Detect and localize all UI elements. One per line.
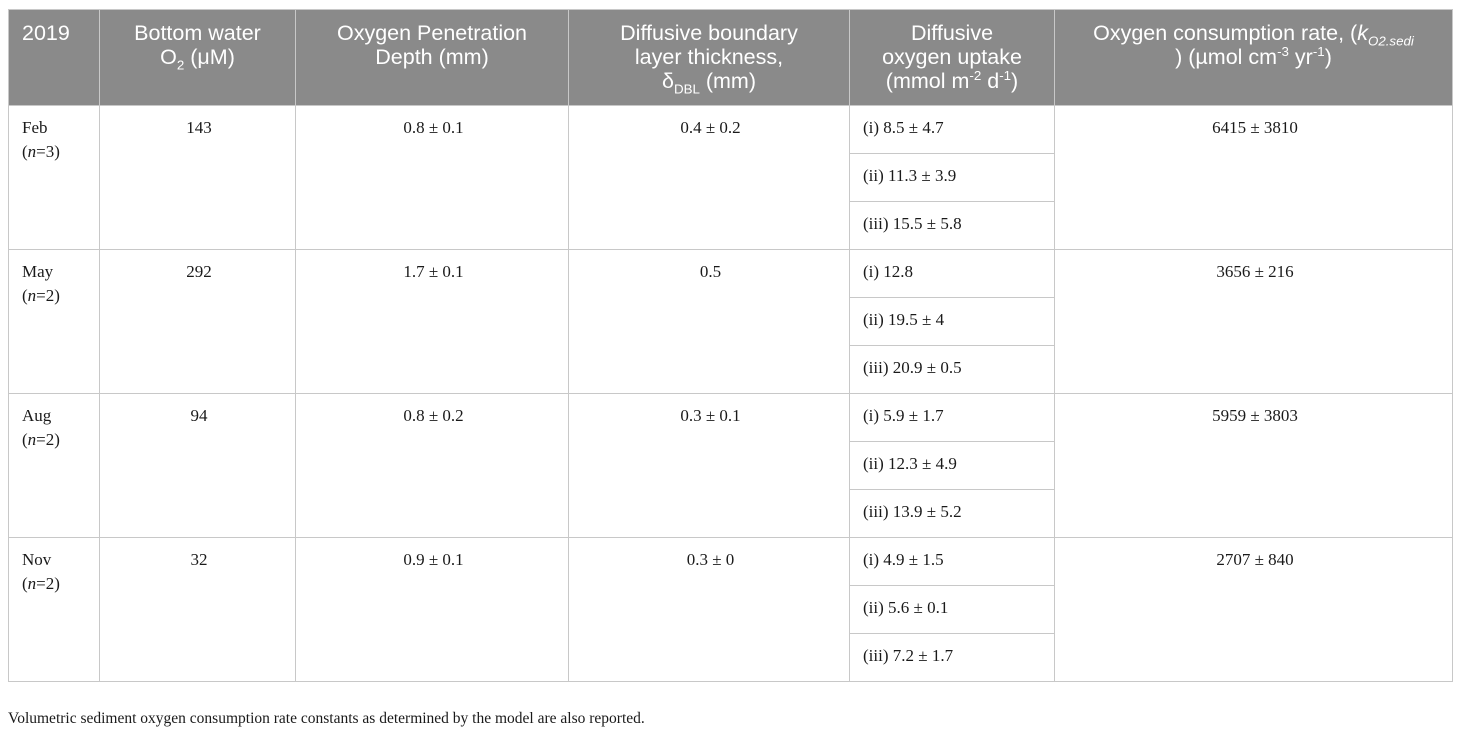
table-row: Feb (n=3) 143 0.8 ± 0.1 0.4 ± 0.2 (i) 8.5… bbox=[8, 105, 1453, 250]
header-diffusive-oxygen-uptake: Diffusive oxygen uptake (mmol m-2 d-1) bbox=[849, 9, 1055, 106]
table-subrow: (iii) 13.9 ± 5.2 bbox=[9, 489, 1453, 538]
table-row: Aug (n=2) 94 0.8 ± 0.2 0.3 ± 0.1 (i) 5.9 … bbox=[8, 393, 1453, 538]
table-subrow: (iii) 20.9 ± 0.5 bbox=[9, 345, 1453, 394]
uptake-cell: (i) 8.5 ± 4.7 bbox=[849, 105, 1055, 154]
uptake-cell: (ii) 11.3 ± 3.9 bbox=[849, 153, 1055, 202]
dbl-cell: 0.4 ± 0.2 bbox=[568, 105, 850, 250]
header-dbl-thickness: Diffusive boundary layer thickness, δDBL (… bbox=[568, 9, 850, 106]
uptake-cell: (iii) 13.9 ± 5.2 bbox=[849, 489, 1055, 538]
uptake-cell: (i) 12.8 bbox=[849, 249, 1055, 298]
table-header: 2019 Bottom water O2 (μM) Oxygen Penetrat… bbox=[8, 9, 1453, 106]
table-subrow: (ii) 11.3 ± 3.9 bbox=[9, 153, 1453, 202]
bottom-o2-cell: 32 bbox=[99, 537, 296, 682]
penetration-cell: 1.7 ± 0.1 bbox=[295, 249, 569, 394]
header-year: 2019 bbox=[8, 9, 100, 106]
uptake-cell: (ii) 19.5 ± 4 bbox=[849, 297, 1055, 346]
uptake-cell: (ii) 5.6 ± 0.1 bbox=[849, 585, 1055, 634]
uptake-cell: (i) 4.9 ± 1.5 bbox=[849, 537, 1055, 586]
penetration-cell: 0.8 ± 0.2 bbox=[295, 393, 569, 538]
table-subrow: (iii) 7.2 ± 1.7 bbox=[9, 633, 1453, 682]
table-subrow: (ii) 12.3 ± 4.9 bbox=[9, 441, 1453, 490]
data-table: 2019 Bottom water O2 (μM) Oxygen Penetrat… bbox=[8, 9, 1453, 682]
uptake-cell: (iii) 15.5 ± 5.8 bbox=[849, 201, 1055, 250]
bottom-o2-cell: 143 bbox=[99, 105, 296, 250]
table-subrow: (ii) 5.6 ± 0.1 bbox=[9, 585, 1453, 634]
uptake-cell: (iii) 20.9 ± 0.5 bbox=[849, 345, 1055, 394]
uptake-cell: (i) 5.9 ± 1.7 bbox=[849, 393, 1055, 442]
header-oxygen-consumption-rate: Oxygen consumption rate, (kO2.sedi) (µmo… bbox=[1054, 9, 1453, 106]
table-row: May (n=2) 292 1.7 ± 0.1 0.5 (i) 12.8 3656… bbox=[8, 249, 1453, 394]
table-subrow: (iii) 15.5 ± 5.8 bbox=[9, 201, 1453, 250]
dbl-cell: 0.5 bbox=[568, 249, 850, 394]
month-cell: May (n=2) bbox=[8, 249, 100, 394]
dbl-cell: 0.3 ± 0.1 bbox=[568, 393, 850, 538]
consumption-cell: 5959 ± 3803 bbox=[1054, 393, 1453, 538]
header-bottom-water-o2: Bottom water O2 (μM) bbox=[99, 9, 296, 106]
uptake-cell: (iii) 7.2 ± 1.7 bbox=[849, 633, 1055, 682]
penetration-cell: 0.9 ± 0.1 bbox=[295, 537, 569, 682]
consumption-cell: 3656 ± 216 bbox=[1054, 249, 1453, 394]
table-row: Nov (n=2) 32 0.9 ± 0.1 0.3 ± 0 (i) 4.9 ± … bbox=[8, 537, 1453, 682]
table-footnote: Volumetric sediment oxygen consumption r… bbox=[8, 710, 645, 727]
header-row: 2019 Bottom water O2 (μM) Oxygen Penetrat… bbox=[8, 9, 1453, 106]
bottom-o2-cell: 94 bbox=[99, 393, 296, 538]
consumption-cell: 6415 ± 3810 bbox=[1054, 105, 1453, 250]
bottom-o2-cell: 292 bbox=[99, 249, 296, 394]
month-cell: Aug (n=2) bbox=[8, 393, 100, 538]
table-body: Feb (n=3) 143 0.8 ± 0.1 0.4 ± 0.2 (i) 8.5… bbox=[8, 105, 1453, 682]
month-cell: Feb (n=3) bbox=[8, 105, 100, 250]
header-oxygen-penetration-depth: Oxygen Penetration Depth (mm) bbox=[295, 9, 569, 106]
consumption-cell: 2707 ± 840 bbox=[1054, 537, 1453, 682]
month-cell: Nov (n=2) bbox=[8, 537, 100, 682]
dbl-cell: 0.3 ± 0 bbox=[568, 537, 850, 682]
uptake-cell: (ii) 12.3 ± 4.9 bbox=[849, 441, 1055, 490]
penetration-cell: 0.8 ± 0.1 bbox=[295, 105, 569, 250]
